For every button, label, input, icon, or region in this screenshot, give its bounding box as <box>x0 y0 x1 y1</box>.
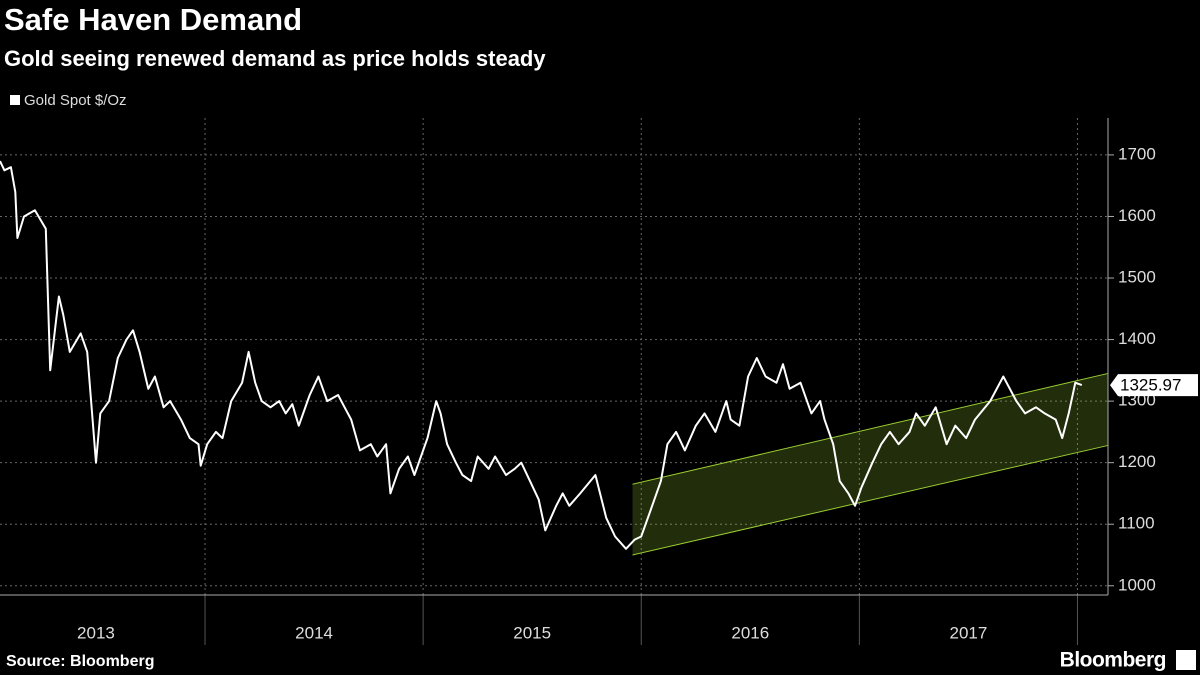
channel-upper <box>632 372 1109 485</box>
y-tick-label: 1400 <box>1118 329 1156 348</box>
x-tick-label: 2014 <box>295 623 333 642</box>
channel-area <box>632 373 1108 555</box>
x-tick-label: 2016 <box>731 623 769 642</box>
last-value-label: 1325.97 <box>1120 376 1181 395</box>
x-tick-label: 2015 <box>513 623 551 642</box>
y-tick-label: 1100 <box>1118 514 1155 533</box>
y-tick-label: 1200 <box>1118 452 1156 471</box>
channel-lower <box>632 444 1109 556</box>
source: Source: Bloomberg <box>6 653 154 670</box>
legend-swatch <box>10 95 20 105</box>
y-tick-label: 1500 <box>1118 268 1156 287</box>
x-tick-label: 2017 <box>949 623 987 642</box>
price-line <box>0 160 1083 550</box>
y-tick-label: 1600 <box>1118 206 1156 225</box>
chart-title: Safe Haven Demand <box>4 2 302 37</box>
legend-label: Gold Spot $/Oz <box>24 92 127 109</box>
chart-subtitle: Gold seeing renewed demand as price hold… <box>4 46 546 71</box>
last-value-box <box>1110 374 1198 397</box>
y-tick-label: 1000 <box>1118 575 1156 594</box>
brand-icon <box>1176 650 1196 670</box>
x-tick-label: 2013 <box>77 623 115 642</box>
brand: Bloomberg <box>1060 649 1166 672</box>
y-tick-label: 1700 <box>1118 144 1156 163</box>
